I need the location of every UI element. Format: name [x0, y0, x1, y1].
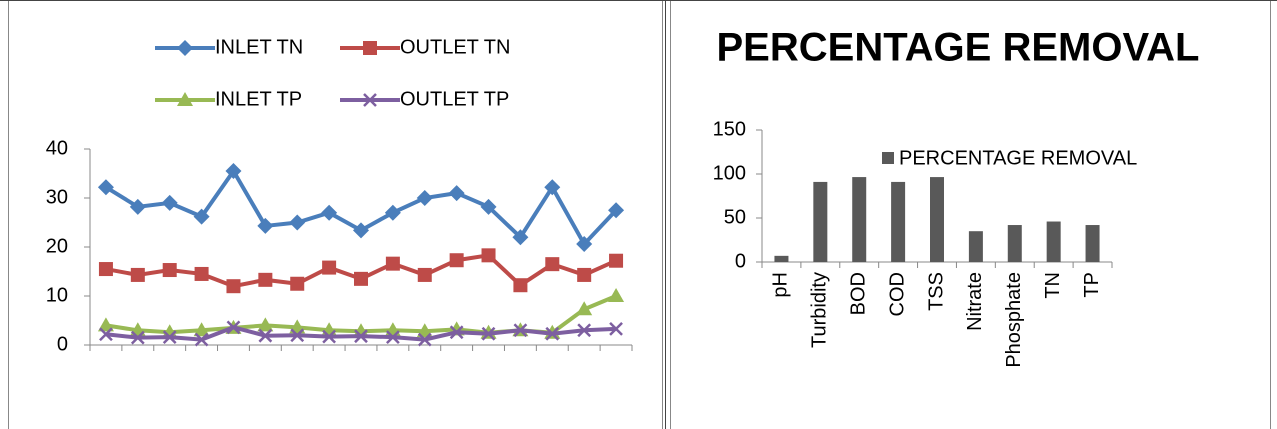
marker — [257, 317, 274, 332]
marker — [289, 214, 306, 231]
y-tick-label: 10 — [46, 284, 68, 306]
marker — [608, 202, 625, 219]
marker — [97, 317, 114, 332]
x-tick-label: TSS — [925, 272, 947, 311]
marker — [322, 329, 337, 344]
marker — [130, 267, 145, 282]
marker — [258, 272, 273, 287]
marker — [513, 323, 528, 338]
chart-title: PERCENTAGE REMOVAL — [717, 26, 1200, 70]
legend-label: OUTLET TN — [400, 36, 510, 58]
bar — [930, 177, 944, 262]
marker — [177, 92, 193, 106]
marker — [130, 330, 145, 345]
marker — [416, 323, 433, 338]
marker — [576, 301, 593, 316]
marker — [98, 262, 113, 277]
bar — [813, 181, 828, 262]
x-tick-label: BOD — [848, 272, 870, 315]
marker — [99, 327, 113, 342]
marker — [162, 330, 177, 345]
x-tick-label: Turbidity — [809, 272, 831, 348]
marker — [385, 256, 400, 271]
y-tick-label: 20 — [46, 235, 68, 257]
marker — [481, 248, 496, 263]
marker — [353, 222, 369, 239]
marker — [226, 320, 241, 335]
marker — [322, 260, 337, 275]
marker — [193, 322, 210, 337]
y-tick-label: 150 — [713, 118, 746, 140]
bar — [1046, 221, 1061, 262]
x-tick-label: TN — [1042, 272, 1064, 299]
marker — [416, 190, 433, 206]
marker — [226, 279, 241, 294]
y-tick-label: 50 — [724, 206, 746, 228]
marker — [544, 179, 561, 196]
bar — [891, 181, 906, 262]
marker — [177, 40, 193, 56]
legend-label: INLET TP — [215, 88, 302, 110]
bar — [1007, 225, 1022, 262]
x-tick-label: Phosphate — [1003, 272, 1025, 368]
marker — [608, 288, 625, 302]
y-tick-label: 40 — [46, 137, 68, 159]
y-tick-label: 0 — [57, 333, 68, 355]
marker — [609, 253, 624, 268]
marker — [290, 328, 305, 343]
marker — [257, 217, 274, 234]
marker — [385, 330, 400, 345]
marker — [417, 267, 432, 282]
y-tick-label: 100 — [713, 162, 746, 184]
marker — [194, 332, 209, 347]
marker — [545, 257, 560, 272]
marker — [448, 185, 465, 202]
bar — [1085, 225, 1100, 262]
bar — [852, 177, 867, 262]
marker — [129, 198, 146, 215]
marker — [449, 325, 464, 340]
marker — [363, 41, 377, 55]
marker — [354, 329, 368, 344]
y-tick-label: 0 — [735, 250, 746, 272]
marker — [481, 326, 496, 341]
marker — [354, 271, 368, 286]
marker — [609, 321, 623, 336]
marker — [258, 328, 273, 343]
marker — [576, 236, 593, 253]
x-tick-label: COD — [886, 272, 908, 316]
marker — [193, 208, 210, 225]
marker — [321, 204, 338, 221]
marker — [577, 267, 592, 282]
marker — [513, 278, 528, 293]
marker — [577, 323, 592, 338]
y-tick-label: 30 — [46, 186, 68, 208]
marker — [512, 229, 529, 246]
marker — [449, 253, 464, 268]
marker — [225, 163, 242, 180]
x-tick-label: TP — [1081, 272, 1103, 298]
x-tick-label: Nitrate — [964, 272, 986, 331]
marker — [384, 204, 401, 221]
x-tick-label: pH — [770, 272, 792, 298]
bar — [968, 231, 983, 262]
legend-swatch — [882, 152, 894, 164]
legend-label: INLET TN — [215, 36, 303, 58]
marker — [290, 276, 305, 291]
marker — [162, 263, 177, 278]
marker — [417, 332, 432, 347]
legend-label: OUTLET TP — [400, 88, 509, 110]
marker — [545, 326, 560, 341]
bar — [774, 255, 789, 262]
marker — [161, 194, 178, 211]
marker — [363, 93, 377, 107]
marker — [97, 179, 114, 196]
marker — [480, 198, 497, 215]
legend-label: PERCENTAGE REMOVAL — [899, 147, 1137, 169]
marker — [194, 266, 209, 281]
